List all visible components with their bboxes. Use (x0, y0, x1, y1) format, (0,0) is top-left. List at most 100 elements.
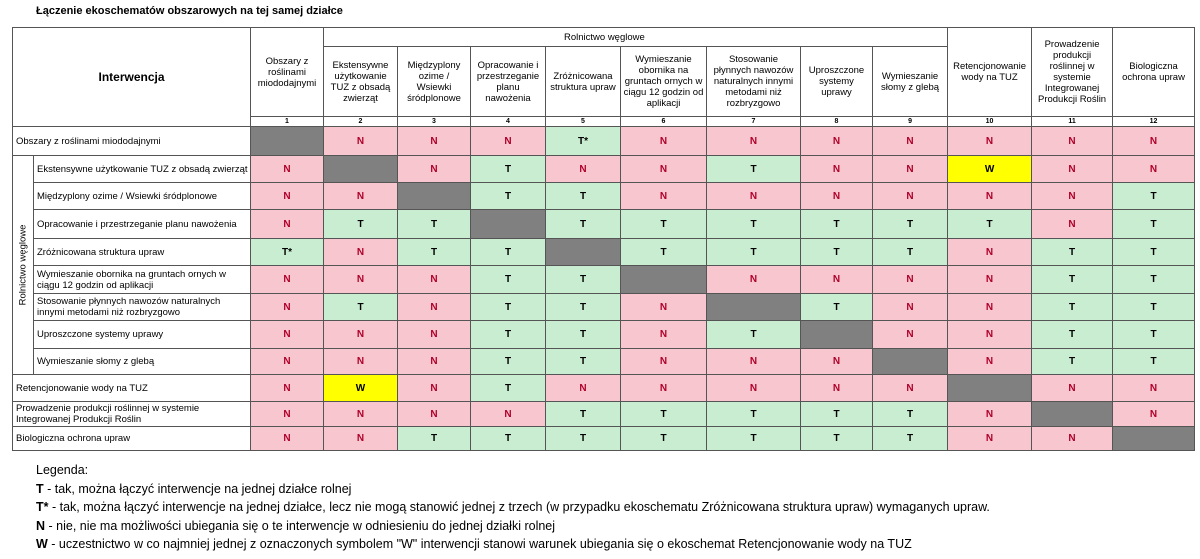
cell-t: T (871, 238, 949, 266)
cell-t: T (947, 209, 1033, 239)
cell-n: N (1112, 126, 1196, 156)
cell-t: T (706, 238, 801, 266)
cell-n: N (323, 182, 398, 210)
cell-t: T (800, 401, 873, 427)
cell-n: N (1031, 126, 1114, 156)
table-row: Stosowanie płynnych nawozów naturalnych … (13, 293, 1196, 321)
group-label-rolnictwo-weglowe: Rolnictwo węglowe (12, 155, 34, 375)
cell-n: N (871, 374, 949, 402)
cell-n: N (800, 155, 873, 183)
cell-n: N (323, 426, 398, 451)
cell-ts: T* (545, 126, 621, 156)
cell-n: N (620, 155, 707, 183)
column-number: 2 (323, 116, 398, 127)
cell-n: N (323, 401, 398, 427)
cell-n: N (250, 265, 324, 294)
cell-t: T (1112, 265, 1196, 294)
intervention-header: Interwencja (12, 27, 251, 127)
cell-not-applicable (1112, 426, 1196, 451)
cell-not-applicable (947, 374, 1033, 402)
cell-not-applicable (323, 155, 398, 183)
cell-n: N (1031, 155, 1114, 183)
cell-n: N (947, 182, 1033, 210)
cell-t: T (1031, 320, 1114, 349)
row-label: Biologiczna ochrona upraw (12, 426, 251, 451)
cell-t: T (1112, 182, 1196, 210)
cell-n: N (706, 265, 801, 294)
column-number: 10 (947, 116, 1033, 127)
cell-n: N (250, 348, 324, 375)
cell-n: N (250, 401, 324, 427)
cell-t: T (1112, 238, 1196, 266)
cell-n: N (1112, 401, 1196, 427)
cell-not-applicable (250, 126, 324, 156)
cell-not-applicable (620, 265, 707, 294)
cell-t: T (397, 209, 471, 239)
cell-n: N (800, 374, 873, 402)
cell-t: T (706, 209, 801, 239)
cell-t: T (871, 426, 949, 451)
cell-t: T (620, 238, 707, 266)
cell-t: T (470, 182, 546, 210)
cell-n: N (250, 209, 324, 239)
cell-t: T (871, 209, 949, 239)
cell-n: N (871, 320, 949, 349)
cell-t: T (470, 320, 546, 349)
cell-n: N (250, 155, 324, 183)
cell-n: N (947, 265, 1033, 294)
cell-t: T (545, 209, 621, 239)
table-row: Prowadzenie produkcji roślinnej w system… (12, 401, 1196, 427)
cell-t: T (706, 426, 801, 451)
legend-title: Legenda: (36, 463, 89, 477)
table-row: Wymieszanie słomy z glebą N N N T T N N N N T T (13, 348, 1196, 375)
cell-not-applicable (545, 238, 621, 266)
legend-item: T - tak, można łączyć interwencje na jed… (36, 481, 352, 496)
legend-item: T* - tak, można łączyć interwencje na je… (36, 500, 990, 514)
cell-n: N (323, 126, 398, 156)
group-header-rolnictwo-weglowe: Rolnictwo węglowe (322, 27, 949, 47)
cell-t: T (871, 401, 949, 427)
cell-n: N (706, 374, 801, 402)
column-number: 8 (800, 116, 873, 127)
column-number: 9 (871, 116, 949, 127)
cell-n: N (250, 426, 324, 451)
cell-t: T (545, 182, 621, 210)
cell-not-applicable (800, 320, 873, 349)
cell-n: N (397, 320, 471, 349)
cell-t: T (1112, 293, 1196, 321)
row-label: Uproszczone systemy uprawy (33, 320, 251, 349)
column-header: Prowadzenie produkcji roślinnej w system… (1031, 27, 1114, 117)
column-header: Obszary z roślinami miododajnymi (250, 27, 324, 117)
legend-item: N - nie, nie ma możliwości ubiegania się… (36, 518, 556, 533)
cell-n: N (545, 155, 621, 183)
cell-n: N (620, 126, 707, 156)
cell-n: N (706, 182, 801, 210)
cell-n: N (947, 348, 1033, 375)
cell-t: T (470, 348, 546, 375)
group-label-text: Rolnictwo węglowe (17, 224, 29, 306)
cell-n: N (800, 182, 873, 210)
cell-t: T (800, 209, 873, 239)
cell-n: N (323, 320, 398, 349)
column-header: Ekstensywne użytkowanie TUZ z obsadą zwi… (323, 46, 398, 117)
cell-t: T (1031, 293, 1114, 321)
legend: Legenda: T - tak, można łączyć interwenc… (36, 461, 990, 554)
cell-n: N (250, 374, 324, 402)
compatibility-table: Interwencja Obszary z roślinami miododajn… (12, 27, 1196, 451)
cell-n: N (323, 265, 398, 294)
cell-not-applicable (871, 348, 949, 375)
cell-t: T (620, 426, 707, 451)
cell-ts: T* (250, 238, 324, 266)
cell-n: N (871, 182, 949, 210)
column-number: 5 (545, 116, 621, 127)
cell-n: N (1031, 182, 1114, 210)
cell-n: N (706, 348, 801, 375)
column-header: Retencjonowanie wody na TUZ (947, 27, 1033, 117)
cell-n: N (1031, 426, 1114, 451)
cell-n: N (545, 374, 621, 402)
row-label: Retencjonowanie wody na TUZ (12, 374, 251, 402)
cell-n: N (947, 293, 1033, 321)
column-header: Stosowanie płynnych nawozów naturalnych … (706, 46, 801, 117)
column-number: 11 (1031, 116, 1114, 127)
cell-n: N (947, 320, 1033, 349)
